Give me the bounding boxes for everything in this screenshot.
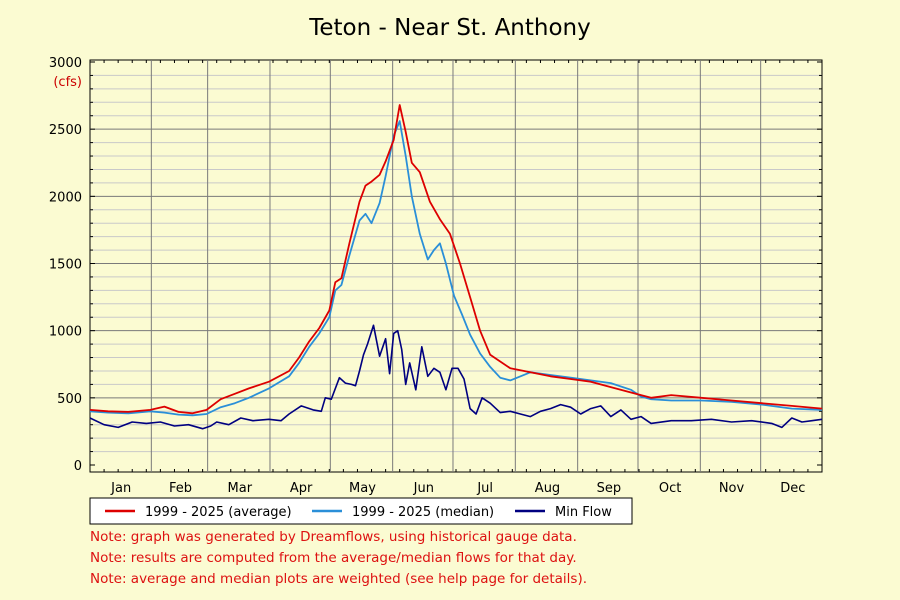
x-tick-label: Jan xyxy=(110,481,131,496)
x-tick-label: Apr xyxy=(290,481,313,496)
series-line-average xyxy=(89,104,823,415)
major-grid xyxy=(90,60,822,472)
legend: 1999 - 2025 (average) 1999 - 2025 (median… xyxy=(89,497,633,525)
legend-entry: 1999 - 2025 (median) xyxy=(352,505,494,520)
x-tick-label: Aug xyxy=(535,481,560,496)
y-axis-unit-label: (cfs) xyxy=(53,75,82,90)
x-tick-label: Oct xyxy=(659,481,681,496)
note-line: Note: graph was generated by Dreamflows,… xyxy=(90,529,577,545)
y-tick-label: 3000 xyxy=(49,56,82,71)
note-line: Note: results are computed from the aver… xyxy=(90,550,577,566)
y-axis-labels: 0 500 1000 1500 2000 2500 3000 xyxy=(49,56,82,474)
series-line-median xyxy=(89,120,823,417)
y-tick-label: 2000 xyxy=(49,190,82,205)
y-tick-label: 500 xyxy=(57,392,82,407)
x-tick-label: Jun xyxy=(413,481,434,496)
y-tick-label: 1500 xyxy=(49,258,82,273)
note-line: Note: average and median plots are weigh… xyxy=(90,571,588,587)
y-tick-label: 0 xyxy=(74,459,82,474)
x-tick-label: Feb xyxy=(169,481,192,496)
y-tick-label: 1000 xyxy=(49,325,82,340)
series-line-min-flow xyxy=(89,324,823,430)
y-tick-label: 2500 xyxy=(49,123,82,138)
x-tick-label: Sep xyxy=(597,481,622,496)
x-axis-month-labels: Jan Feb Mar Apr May Jun Jul Aug Sep Oct Nov Dec xyxy=(110,481,805,496)
x-tick-label: Jul xyxy=(476,481,493,496)
chart-title: Teton - Near St. Anthony xyxy=(308,15,591,41)
x-tick-label: Nov xyxy=(719,481,745,496)
notes: Note: graph was generated by Dreamflows,… xyxy=(90,527,587,590)
x-tick-label: Dec xyxy=(780,481,805,496)
axis-ticks xyxy=(89,60,823,472)
plot-area xyxy=(89,59,823,473)
x-tick-label: May xyxy=(349,481,376,496)
legend-entry: Min Flow xyxy=(555,505,612,520)
series-lines xyxy=(89,104,823,430)
x-tick-label: Mar xyxy=(228,481,253,496)
legend-entry: 1999 - 2025 (average) xyxy=(145,505,292,520)
